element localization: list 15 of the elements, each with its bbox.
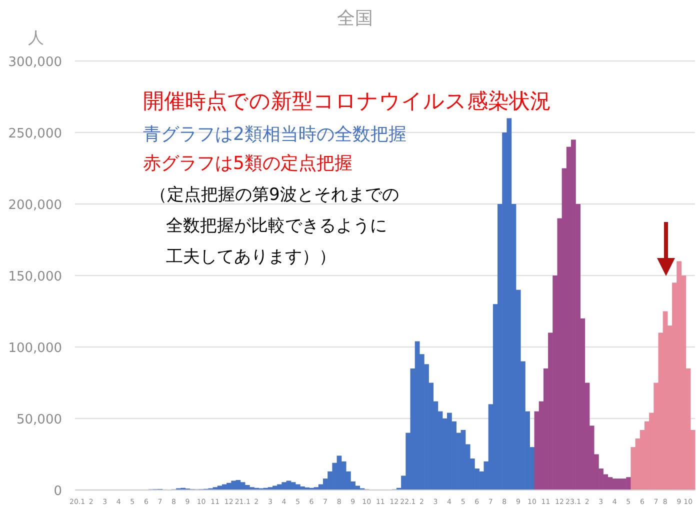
y-tick-label: 50,000 [16, 412, 62, 428]
y-tick-label: 150,000 [8, 270, 62, 284]
annotation: 赤グラフは5類の定点把握 [143, 153, 352, 174]
y-tick-label: 100,000 [8, 341, 62, 356]
y-axis-title: 人 [28, 28, 44, 47]
y-tick-label: 250,000 [8, 126, 62, 142]
y-tick-label: 200,000 [8, 198, 62, 213]
annotation: （定点把握の第9波とそれまでの [150, 185, 399, 205]
annotation: 全数把握が比較できるように [166, 216, 387, 236]
chart-title: 全国 [337, 8, 373, 29]
y-tick-label: 0 [54, 484, 62, 499]
y-tick-label: 300,000 [8, 55, 62, 70]
annotation: 工夫してあります）） [166, 247, 336, 267]
annotation: 青グラフは2類相当時の全数把握 [143, 124, 406, 145]
annotation: 開催時点での新型コロナウイルス感染状況 [143, 89, 551, 113]
